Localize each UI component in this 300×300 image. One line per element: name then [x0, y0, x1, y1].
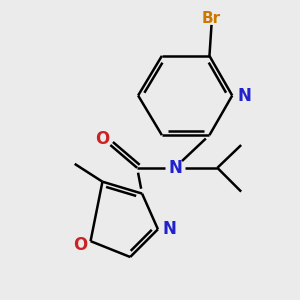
Text: O: O [74, 236, 88, 254]
Text: Br: Br [202, 11, 221, 26]
Text: N: N [169, 159, 183, 177]
Text: O: O [95, 130, 110, 148]
Text: N: N [163, 220, 177, 238]
Text: N: N [237, 86, 251, 104]
